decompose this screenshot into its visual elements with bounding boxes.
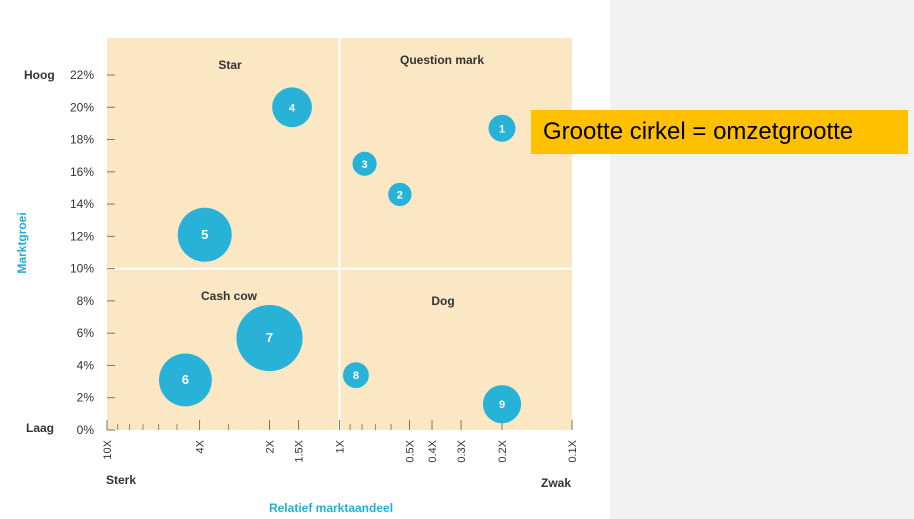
x-tick-label: 0.2X bbox=[497, 439, 509, 462]
bubble-1 bbox=[488, 114, 516, 142]
x-axis-title: Relatief marktaandeel bbox=[269, 501, 393, 515]
y-axis-title: Marktgroei bbox=[15, 212, 29, 273]
y-tick-label: 8% bbox=[77, 294, 95, 308]
bubble-8 bbox=[342, 362, 369, 389]
bubble-4 bbox=[272, 87, 312, 128]
bubble-label: 7 bbox=[266, 330, 273, 345]
y-tick-label: 14% bbox=[70, 197, 94, 211]
bubble-label: 9 bbox=[499, 399, 505, 411]
y-low-label: Laag bbox=[26, 421, 54, 435]
y-tick-label: 18% bbox=[70, 133, 94, 147]
y-tick-label: 10% bbox=[70, 262, 94, 276]
bubble-label: 3 bbox=[362, 159, 368, 171]
x-tick-label: 10X bbox=[102, 439, 114, 459]
y-tick-label: 22% bbox=[70, 68, 94, 82]
quadrant-label: Dog bbox=[431, 294, 454, 308]
x-tick-label: 1.5X bbox=[294, 439, 306, 462]
legend-callout: Grootte cirkel = omzetgrootte bbox=[531, 110, 908, 154]
x-tick-label: 1X bbox=[335, 439, 347, 453]
bubble-label: 4 bbox=[289, 102, 296, 114]
x-tick-label: 0.3X bbox=[456, 439, 468, 462]
y-high-label: Hoog bbox=[24, 68, 55, 82]
x-tick-label: 4X bbox=[195, 439, 207, 453]
bubble-label: 2 bbox=[397, 189, 403, 201]
y-tick-label: 4% bbox=[77, 358, 95, 372]
quadrant-label: Cash cow bbox=[201, 289, 258, 303]
bubble-label: 1 bbox=[499, 123, 505, 135]
bubble-6 bbox=[158, 353, 212, 407]
x-tick-label: 2X bbox=[265, 439, 277, 453]
quadrant-label: Star bbox=[218, 58, 242, 72]
x-tick-label: 0.5X bbox=[404, 439, 416, 462]
y-tick-label: 16% bbox=[70, 165, 94, 179]
bubble-7 bbox=[236, 304, 303, 372]
bubble-label: 6 bbox=[182, 372, 189, 387]
y-tick-label: 6% bbox=[77, 326, 95, 340]
side-panel bbox=[610, 0, 914, 519]
x-strong-label: Sterk bbox=[106, 473, 136, 487]
y-tick-label: 12% bbox=[70, 229, 94, 243]
x-tick-label: 0.1X bbox=[567, 439, 579, 462]
y-tick-label: 20% bbox=[70, 100, 94, 114]
x-weak-label: Zwak bbox=[541, 476, 571, 490]
bubble-5 bbox=[177, 207, 232, 262]
bubble-9 bbox=[482, 385, 522, 424]
y-tick-label: 2% bbox=[77, 391, 95, 405]
y-tick-label: 0% bbox=[77, 423, 95, 437]
bubble-label: 5 bbox=[201, 227, 208, 242]
x-tick-label: 0.4X bbox=[427, 439, 439, 462]
quadrant-label: Question mark bbox=[400, 53, 484, 67]
bubble-2 bbox=[388, 182, 412, 207]
bubble-label: 8 bbox=[353, 370, 359, 382]
bubble-3 bbox=[352, 151, 377, 176]
